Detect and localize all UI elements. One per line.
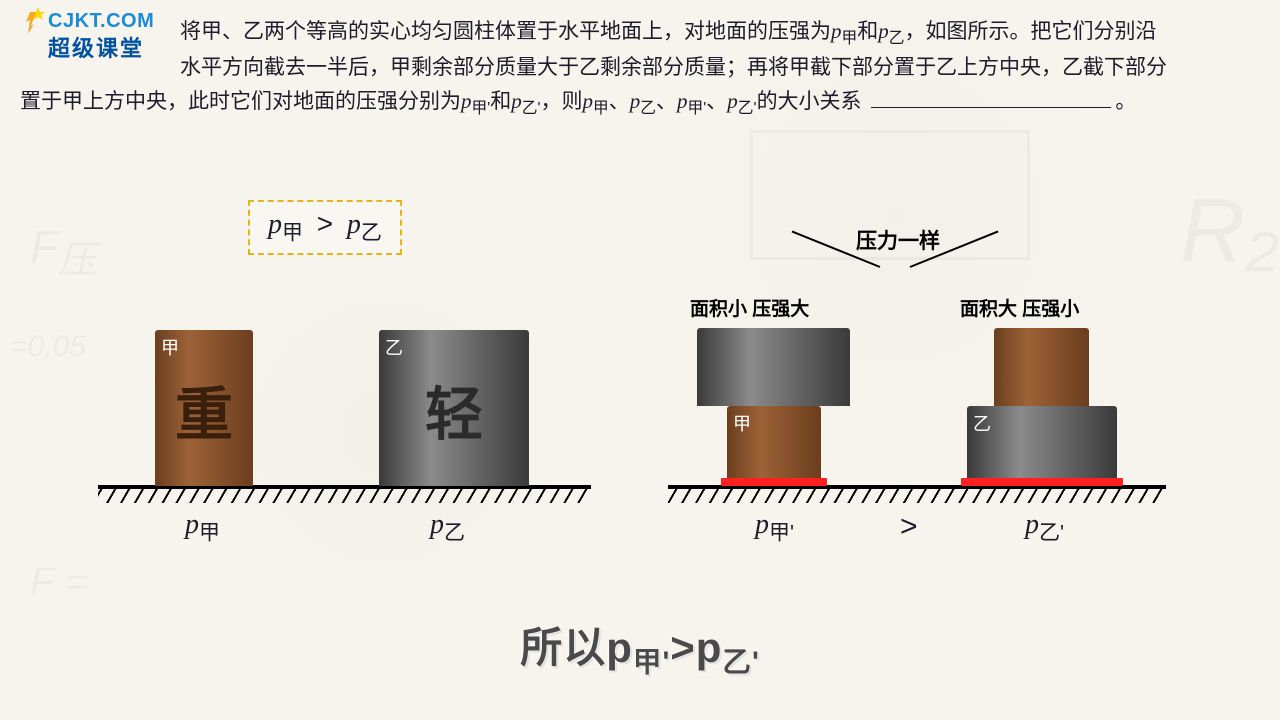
cylinder-jia: 甲 重: [155, 330, 253, 486]
stack1-bottom-brown: 甲: [727, 406, 821, 486]
cylinder-jia-tag: 甲: [161, 334, 179, 360]
cylinder-yi: 乙 轻: [379, 330, 529, 486]
p-yi-prime-label: p乙': [1025, 508, 1064, 547]
greater-than-sign: >: [900, 510, 918, 544]
stack2-top-brown: [994, 328, 1089, 406]
cylinder-yi-text: 轻: [425, 368, 483, 452]
annot-small-area: 面积小 压强大: [690, 294, 809, 321]
p-jia-prime-label: p甲': [755, 508, 794, 547]
cylinder-jia-text: 重: [175, 368, 233, 452]
inequality-box: p甲 > p乙: [248, 200, 402, 255]
answer-blank: [871, 107, 1111, 108]
stack1-contact-area: [721, 478, 827, 486]
stack2-bottom-gray: 乙: [967, 406, 1117, 486]
conclusion-caption: 所以p甲'>p乙': [520, 614, 760, 680]
question-text: 将甲、乙两个等高的实心均匀圆柱体置于水平地面上，对地面的压强为p甲和p乙，如图所…: [20, 15, 1260, 121]
cylinder-yi-tag: 乙: [385, 334, 403, 360]
stack2-contact-area: [961, 478, 1123, 486]
p-yi-label: p乙: [430, 508, 465, 547]
stack2-tag: 乙: [973, 410, 991, 436]
annot-large-area: 面积大 压强小: [960, 294, 1079, 321]
stack1-top-gray: [697, 328, 850, 406]
stack1-tag: 甲: [733, 410, 751, 436]
force-same-label: 压力一样: [856, 225, 940, 255]
p-jia-label: p甲: [185, 508, 220, 547]
